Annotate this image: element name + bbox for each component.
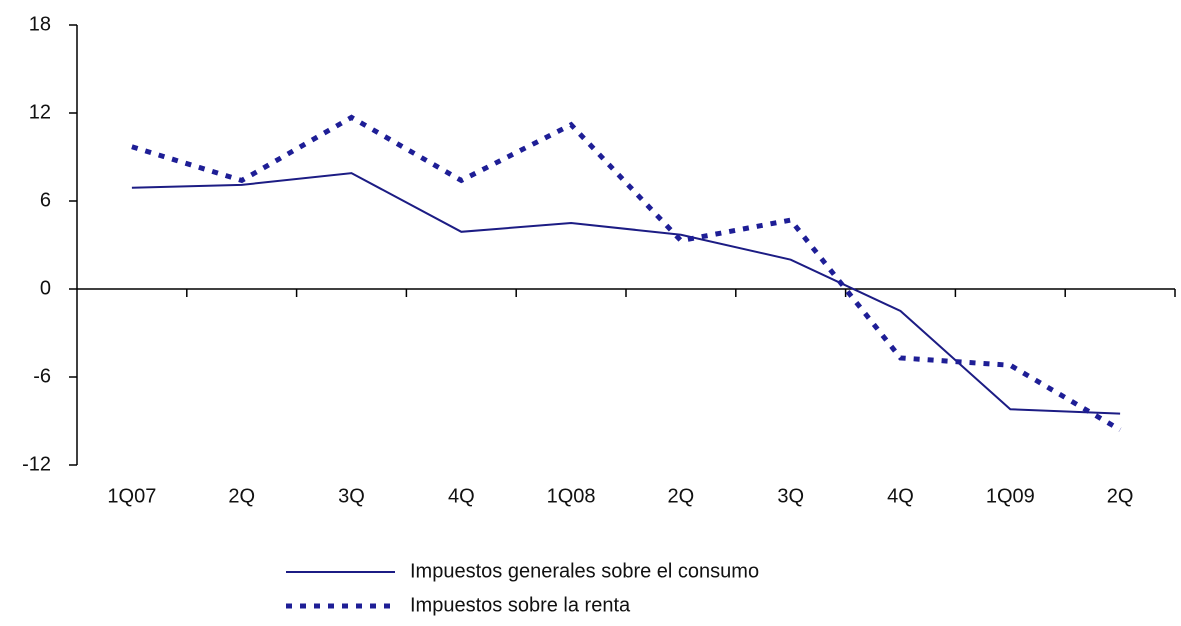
x-tick-label: 1Q09 bbox=[986, 485, 1035, 507]
y-tick-label: -6 bbox=[33, 365, 51, 387]
x-tick-label: 2Q bbox=[228, 485, 255, 507]
x-tick-label: 2Q bbox=[668, 485, 695, 507]
x-tick-label: 1Q08 bbox=[547, 485, 596, 507]
series-line bbox=[131, 172, 1121, 415]
x-tick-label: 4Q bbox=[887, 485, 914, 507]
x-tick-label: 1Q07 bbox=[107, 485, 156, 507]
y-tick-label: 12 bbox=[29, 101, 51, 123]
y-tick-label: -12 bbox=[22, 453, 51, 475]
x-tick-label: 2Q bbox=[1107, 485, 1134, 507]
y-tick-label: 0 bbox=[40, 277, 51, 299]
x-tick-label: 3Q bbox=[777, 485, 804, 507]
x-tick-label: 4Q bbox=[448, 485, 475, 507]
series-line bbox=[131, 114, 1122, 432]
legend-label: Impuestos sobre la renta bbox=[410, 594, 631, 616]
x-tick-label: 3Q bbox=[338, 485, 365, 507]
y-tick-label: 6 bbox=[40, 189, 51, 211]
y-tick-label: 18 bbox=[29, 13, 51, 35]
legend-label: Impuestos generales sobre el consumo bbox=[410, 560, 759, 582]
